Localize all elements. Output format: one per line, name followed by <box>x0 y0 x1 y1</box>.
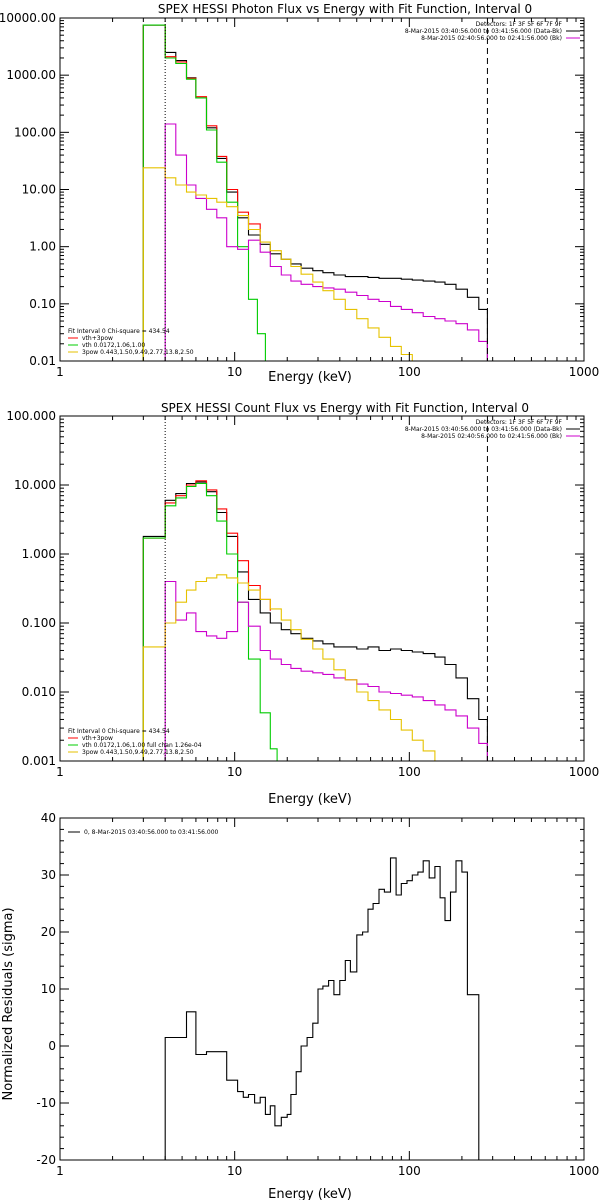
plot-frame <box>59 17 585 362</box>
legend-left-entry: Fit Interval 0 Chi-square = 434.54 <box>68 728 170 735</box>
legend-right-entry: 8-Mar-2015 03:40:56.000 to 03:41:56.000 … <box>405 426 562 433</box>
legend-left-entry: vth 0.0172,1.06,1.00 <box>82 342 145 349</box>
x-tick-label: 1000 <box>569 765 600 779</box>
x-tick-label: 1000 <box>569 365 600 379</box>
y-tick-label: 30 <box>41 868 56 882</box>
series-4-line <box>142 167 424 361</box>
plot-area <box>164 857 488 1160</box>
x-tick-label: 1 <box>56 365 64 379</box>
legend-left-entry: vth+3pow <box>82 335 113 342</box>
x-tick-label: 10 <box>227 365 242 379</box>
photon-flux-panel: SPEX HESSI Photon Flux vs Energy with Fi… <box>0 2 599 385</box>
legend-left-entry: vth 0.0172,1.06,1.00 full chan 1.26e-04 <box>82 742 202 749</box>
legend-left-entry: 3pow 0.443,1.50,9.49,2.77,13.8,2.50 <box>82 749 194 756</box>
legend-right-entry: 8-Mar-2015 02:40:56.000 to 02:41:56.000 … <box>421 433 562 440</box>
series-3-line <box>164 123 488 361</box>
x-tick-label: 100 <box>398 1164 421 1178</box>
y-tick-label: 1.000 <box>22 547 56 561</box>
count-flux-xlabel: Energy (keV) <box>268 792 352 807</box>
legend-left-entry: 0, 8-Mar-2015 03:40:56.000 to 03:41:56.0… <box>84 829 219 836</box>
residuals-ylabel: Normalized Residuals (sigma) <box>1 907 16 1100</box>
photon-flux-xlabel: Energy (keV) <box>268 370 352 385</box>
legend-right-entry: Detectors: 1F 3F 5F 6F 7F 9F <box>476 419 563 426</box>
plot-frame <box>59 415 585 762</box>
y-tick-label: -20 <box>36 1153 56 1167</box>
y-tick-label: 40 <box>41 811 56 825</box>
photon-flux-title: SPEX HESSI Photon Flux vs Energy with Fi… <box>158 2 532 16</box>
y-tick-label: 20 <box>41 925 56 939</box>
y-tick-label: 10000.00 <box>0 11 56 25</box>
x-tick-label: 1 <box>56 1164 64 1178</box>
count-flux-title: SPEX HESSI Count Flux vs Energy with Fit… <box>161 401 529 415</box>
legend-right-entry: 8-Mar-2015 02:40:56.000 to 02:41:56.000 … <box>421 35 562 42</box>
series-0-line <box>164 857 488 1160</box>
legend-right-entry: 8-Mar-2015 03:40:56.000 to 03:41:56.000 … <box>405 28 562 35</box>
series-1-line <box>142 480 271 761</box>
x-tick-label: 10 <box>227 1164 242 1178</box>
x-tick-label: 10 <box>227 765 242 779</box>
y-tick-label: 10.000 <box>14 478 56 492</box>
legend-left-entry: Fit Interval 0 Chi-square = 434.54 <box>68 328 170 335</box>
series-2-line <box>142 482 278 761</box>
y-tick-label: 0.100 <box>22 616 56 630</box>
y-tick-label: 10.00 <box>22 183 56 197</box>
x-tick-label: 1000 <box>569 1164 600 1178</box>
plot-area <box>142 480 488 761</box>
plot-area <box>142 24 488 361</box>
series-2-line <box>142 24 266 361</box>
legend-left-entry: 3pow 0.443,1.50,9.49,2.77,13.8,2.50 <box>82 349 194 356</box>
y-tick-label: 0.010 <box>22 685 56 699</box>
y-tick-label: 0.10 <box>29 297 56 311</box>
residuals-panel: Energy (keV) Normalized Residuals (sigma… <box>1 811 599 1200</box>
y-tick-label: 100.00 <box>14 125 56 139</box>
legend-left-entry: vth+3pow <box>82 735 113 742</box>
x-tick-label: 1 <box>56 765 64 779</box>
series-0-line <box>142 481 488 761</box>
legend-right-entry: Detectors: 1F 3F 5F 6F 7F 9F <box>476 21 563 28</box>
y-tick-label: -10 <box>36 1096 56 1110</box>
series-4-line <box>142 574 436 761</box>
x-tick-label: 100 <box>398 765 421 779</box>
y-tick-label: 0.01 <box>29 354 56 368</box>
x-tick-label: 100 <box>398 365 421 379</box>
y-tick-label: 10 <box>41 982 56 996</box>
count-flux-panel: SPEX HESSI Count Flux vs Energy with Fit… <box>6 401 599 807</box>
y-tick-label: 0.001 <box>22 754 56 768</box>
series-0-line <box>142 24 488 361</box>
series-3-line <box>164 580 488 761</box>
residuals-xlabel: Energy (keV) <box>268 1187 352 1200</box>
y-tick-label: 1000.00 <box>6 68 56 82</box>
y-tick-label: 1.00 <box>29 240 56 254</box>
y-tick-label: 0 <box>48 1039 56 1053</box>
series-1-line <box>142 24 261 361</box>
y-tick-label: 100.000 <box>6 409 56 423</box>
